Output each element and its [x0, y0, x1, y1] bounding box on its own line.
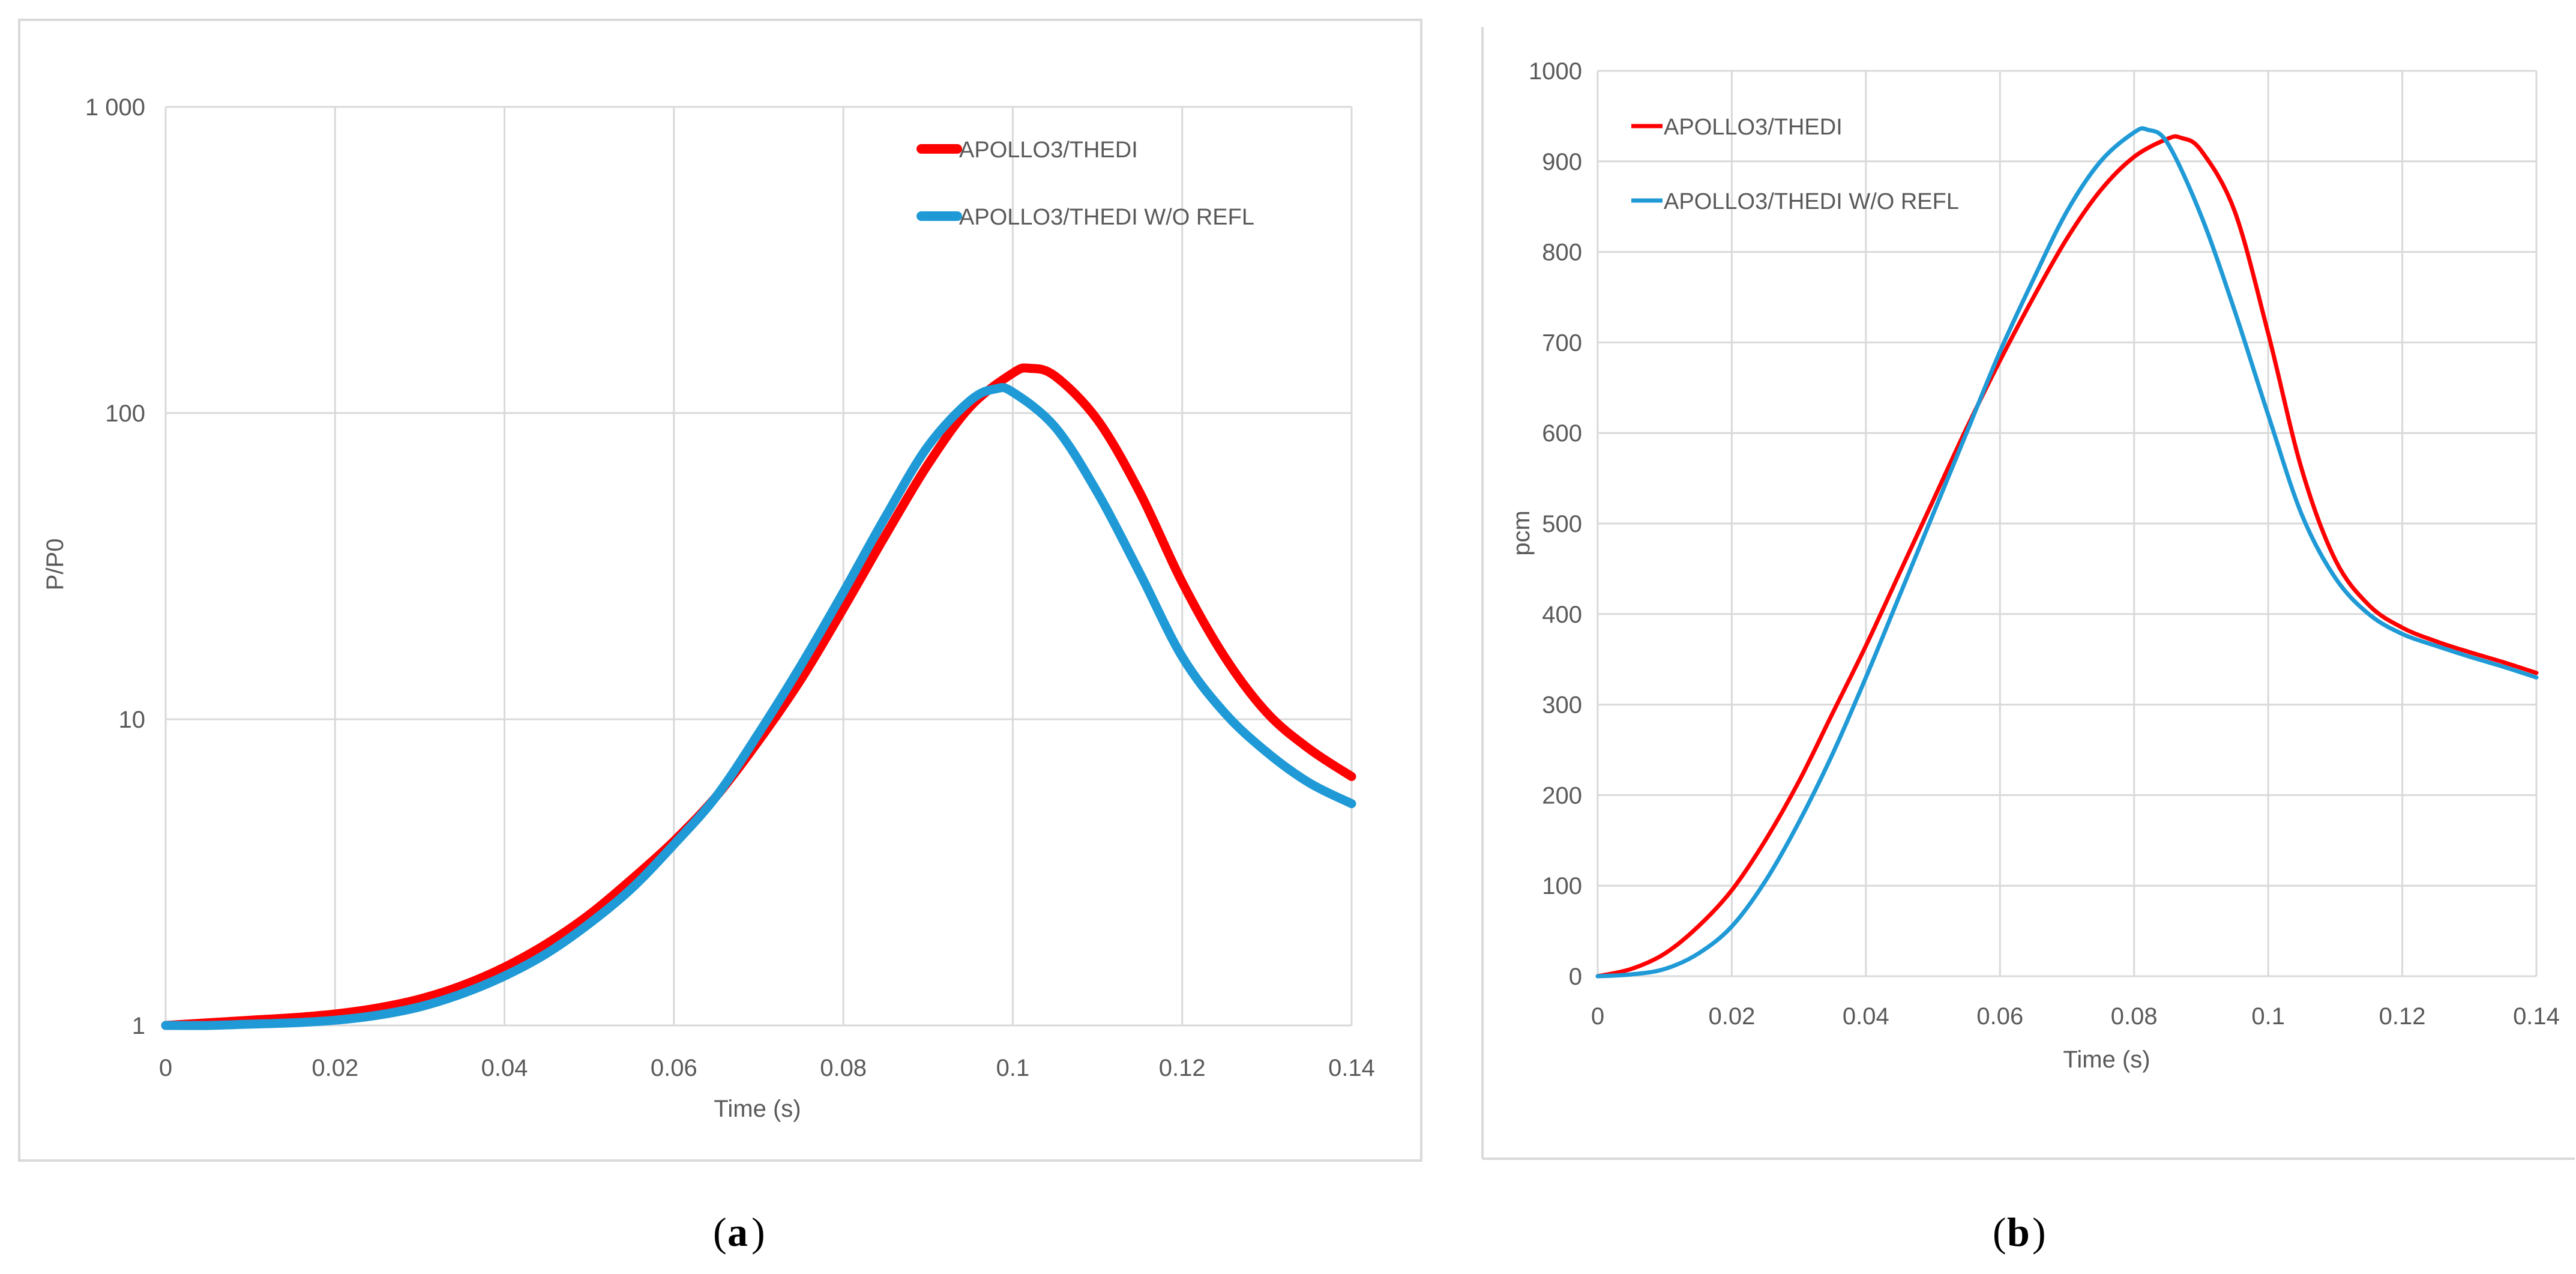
chart-b-legend: APOLLO3/THEDI APOLLO3/THEDI W/O REFL — [1631, 115, 1959, 214]
chart-a-x-tick-label: 0.04 — [481, 1055, 528, 1081]
chart-b-y-tick-label: 700 — [1542, 330, 1582, 356]
chart-a-y-tick-label: 10 — [119, 707, 146, 733]
chart-b-y-tick-label: 1000 — [1529, 58, 1582, 85]
chart-a-legend: APOLLO3/THEDI APOLLO3/THEDI W/O REFL — [916, 137, 1254, 230]
chart-b-gridlines — [1596, 70, 2538, 977]
chart-a-x-axis-label: Time (s) — [714, 1096, 801, 1122]
chart-b-y-tick-label: 900 — [1542, 149, 1582, 175]
chart-b-tick-labels: 0 0.02 0.04 0.06 0.08 0.1 0.12 0.14 0 100 200 300 40… — [1529, 58, 2560, 1030]
chart-b-series-line-apollo3-thedi — [1595, 134, 2539, 979]
chart-b-x-tick-label: 0.12 — [2379, 1003, 2426, 1030]
chart-b-y-tick-label: 400 — [1542, 602, 1582, 628]
chart-a-legend-label-apollo3-thedi-wo-refl: APOLLO3/THEDI W/O REFL — [959, 205, 1254, 230]
chart-b-series-lines — [1595, 126, 2539, 979]
chart-a-x-tick-label: 0.08 — [820, 1055, 867, 1081]
chart-a-series-line-apollo3-thedi-w-o-refl — [161, 383, 1356, 1030]
chart-a-y-tick-label: 1 000 — [85, 94, 145, 121]
chart-a-x-tick-label: 0 — [159, 1055, 172, 1081]
chart-b-x-axis-label: Time (s) — [2063, 1046, 2150, 1073]
chart-b-x-tick-label: 0 — [1591, 1003, 1604, 1030]
chart-b-x-tick-label: 0.06 — [1976, 1003, 2023, 1030]
svg-text:): ) — [751, 1209, 765, 1255]
chart-b-y-tick-label: 500 — [1542, 511, 1582, 537]
chart-b-y-tick-label: 800 — [1542, 240, 1582, 266]
chart-a-x-tick-label: 0.06 — [651, 1055, 697, 1081]
caption-b-letter: b — [2007, 1209, 2030, 1255]
chart-a-gridlines — [164, 106, 1353, 1027]
chart-b-y-tick-label: 100 — [1542, 873, 1582, 899]
chart-b-x-tick-label: 0.14 — [2513, 1003, 2560, 1030]
caption-a-letter: a — [727, 1209, 748, 1255]
chart-b-legend-label-apollo3-thedi: APOLLO3/THEDI — [1664, 115, 1843, 140]
caption-a: ( a ) — [713, 1209, 765, 1255]
chart-a-series-lines — [161, 363, 1356, 1030]
caption-b: ( b ) — [1993, 1209, 2046, 1255]
chart-a-y-tick-label: 1 — [132, 1013, 145, 1039]
chart-a-legend-label-apollo3-thedi: APOLLO3/THEDI — [959, 137, 1138, 163]
chart-a-x-tick-label: 0.14 — [1328, 1055, 1375, 1081]
chart-b-x-tick-label: 0.1 — [2251, 1003, 2285, 1030]
svg-text:(: ( — [713, 1209, 727, 1255]
chart-a-series-line-apollo3-thedi — [161, 363, 1356, 1030]
chart-b-x-tick-label: 0.02 — [1708, 1003, 1755, 1030]
chart-b-y-tick-label: 600 — [1542, 420, 1582, 447]
chart-b-x-tick-label: 0.04 — [1843, 1003, 1889, 1030]
chart-a-frame — [18, 19, 1422, 1162]
svg-text:(: ( — [1993, 1209, 2006, 1255]
chart-a-tick-labels: 0 0.02 0.04 0.06 0.08 0.1 0.12 0.14 1 10 100 1 000 — [85, 94, 1375, 1081]
chart-a-x-tick-label: 0.1 — [996, 1055, 1030, 1081]
chart-b-x-tick-label: 0.08 — [2111, 1003, 2158, 1030]
chart-b-y-tick-label: 200 — [1542, 782, 1582, 809]
chart-a-x-tick-label: 0.02 — [311, 1055, 358, 1081]
chart-b-y-axis-label: pcm — [1508, 510, 1535, 556]
chart-a-y-tick-label: 100 — [105, 400, 145, 427]
chart-b-y-tick-label: 300 — [1542, 692, 1582, 719]
chart-a-x-tick-label: 0.12 — [1159, 1055, 1206, 1081]
chart-b: 0 0.02 0.04 0.06 0.08 0.1 0.12 0.14 0 100 200 300 40… — [1508, 58, 2560, 1073]
chart-a-y-axis-label: P/P0 — [42, 539, 68, 591]
chart-b-y-tick-label: 0 — [1569, 964, 1582, 990]
chart-b-series-line-apollo3-thedi-w-o-refl — [1595, 126, 2539, 979]
svg-text:): ) — [2032, 1209, 2046, 1255]
chart-b-legend-label-apollo3-thedi-wo-refl: APOLLO3/THEDI W/O REFL — [1664, 189, 1959, 214]
